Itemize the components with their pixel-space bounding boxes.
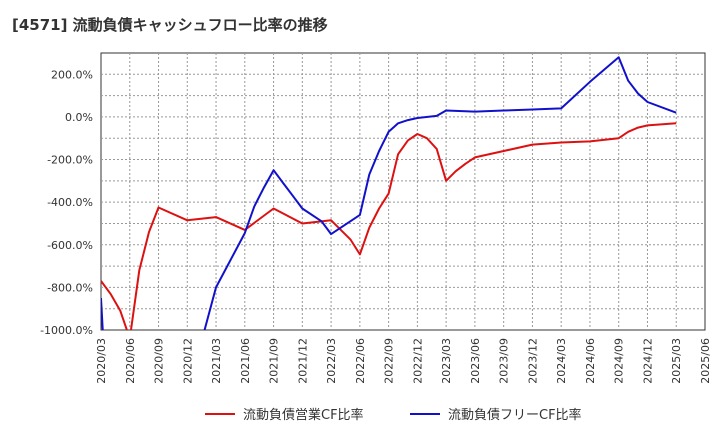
x-tick-label: 2021/09 bbox=[268, 338, 281, 384]
series-line-free-cf bbox=[101, 56, 677, 330]
x-tick-label: 2020/03 bbox=[95, 338, 108, 384]
x-tick-label: 2022/12 bbox=[411, 338, 424, 384]
x-tick-label: 2020/06 bbox=[124, 338, 137, 384]
x-tick-label: 2023/06 bbox=[469, 338, 482, 384]
x-tick-label: 2023/09 bbox=[498, 338, 511, 384]
x-tick-label: 2024/06 bbox=[584, 338, 597, 384]
x-tick-label: 2020/12 bbox=[181, 338, 194, 384]
plot-area bbox=[100, 52, 706, 331]
y-tick-label: 0.0% bbox=[65, 111, 93, 124]
x-tick-label: 2021/03 bbox=[210, 338, 223, 384]
y-tick-label: -600.0% bbox=[47, 239, 93, 252]
x-tick-label: 2022/03 bbox=[325, 338, 338, 384]
legend: 流動負債営業CF比率 流動負債フリーCF比率 bbox=[0, 404, 720, 428]
x-tick-label: 2023/12 bbox=[526, 338, 539, 384]
legend-swatch-operating-cf bbox=[205, 412, 235, 415]
legend-label-free-cf: 流動負債フリーCF比率 bbox=[448, 408, 582, 423]
y-tick-label: -1000.0% bbox=[40, 324, 93, 337]
x-tick-label: 2024/03 bbox=[555, 338, 568, 384]
y-axis-tick-labels: -1000.0% -800.0% -600.0% -400.0% -200.0% 0.0%… bbox=[40, 68, 93, 337]
x-axis-tick-labels: 2020/03 2020/06 2020/09 2020/12 2021/03 2021/… bbox=[95, 338, 712, 384]
legend-item-operating-cf: 流動負債営業CF比率 bbox=[205, 404, 364, 423]
y-tick-label: -800.0% bbox=[47, 281, 93, 294]
x-tick-label: 2020/09 bbox=[153, 338, 166, 384]
x-tick-label: 2025/06 bbox=[699, 338, 712, 384]
x-tick-label: 2022/09 bbox=[383, 338, 396, 384]
x-tick-label: 2025/03 bbox=[670, 338, 683, 384]
x-tick-label: 2024/12 bbox=[641, 338, 654, 384]
x-tick-label: 2024/09 bbox=[613, 338, 626, 384]
y-tick-label: -400.0% bbox=[47, 196, 93, 209]
grid-lines bbox=[101, 53, 705, 330]
x-tick-label: 2023/03 bbox=[440, 338, 453, 384]
chart-title: [4571] 流動負債キャッシュフロー比率の推移 bbox=[12, 16, 328, 34]
x-tick-label: 2021/06 bbox=[239, 338, 252, 384]
x-tick-label: 2022/06 bbox=[354, 338, 367, 384]
legend-item-free-cf: 流動負債フリーCF比率 bbox=[410, 404, 582, 423]
legend-label-operating-cf: 流動負債営業CF比率 bbox=[243, 408, 364, 423]
legend-swatch-free-cf bbox=[410, 412, 440, 415]
y-tick-label: -200.0% bbox=[47, 154, 93, 167]
x-tick-label: 2021/12 bbox=[296, 338, 309, 384]
series-line-operating-cf bbox=[101, 122, 677, 330]
series-lines bbox=[101, 56, 677, 330]
y-tick-label: 200.0% bbox=[51, 68, 93, 81]
